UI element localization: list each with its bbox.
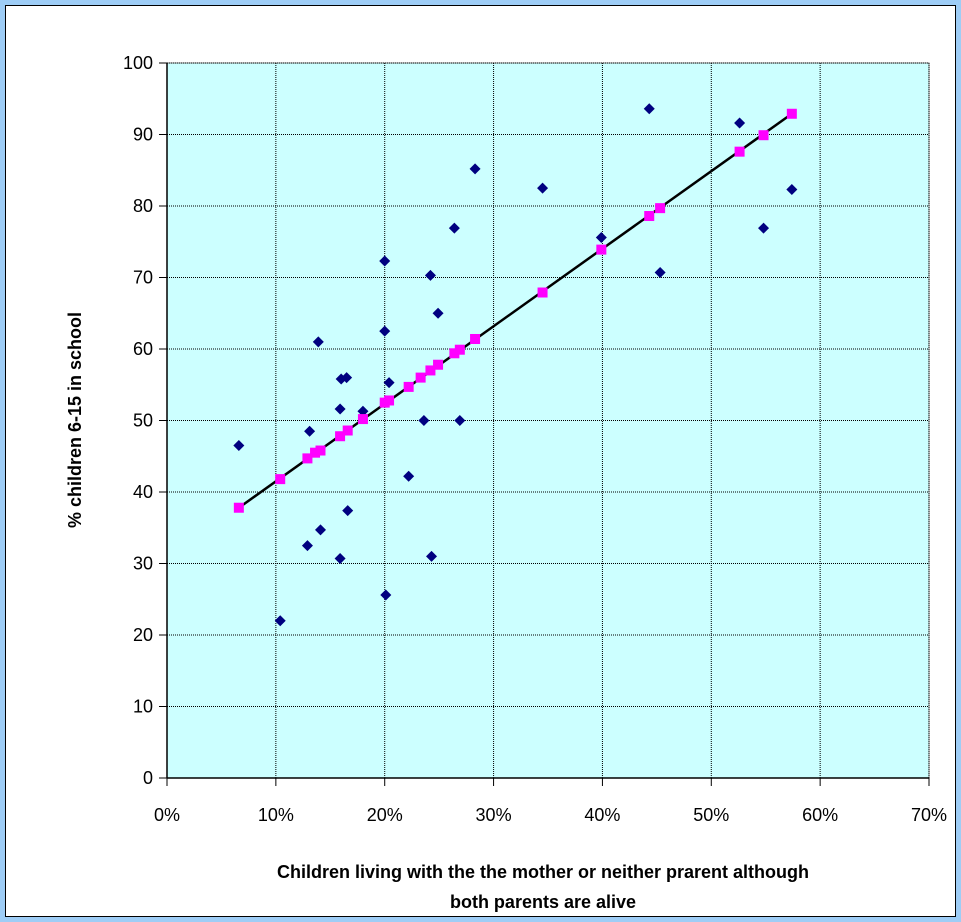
y-tick-label: 90 xyxy=(133,125,153,145)
x-axis-title-line-2: both parents are alive xyxy=(450,892,636,912)
x-tick-label: 50% xyxy=(693,805,729,825)
y-tick-label: 100 xyxy=(123,53,153,73)
x-tick-label: 70% xyxy=(911,805,947,825)
data-point-diamond xyxy=(304,425,316,437)
data-point-diamond xyxy=(380,589,392,601)
data-point-diamond xyxy=(314,524,326,536)
data-point-diamond xyxy=(654,266,666,278)
data-point-diamond xyxy=(432,307,444,319)
axes xyxy=(159,62,930,786)
x-tick-label: 10% xyxy=(258,805,294,825)
y-tick-label: 40 xyxy=(133,482,153,502)
data-point-square xyxy=(596,244,607,255)
y-tick-label: 70 xyxy=(133,268,153,288)
data-point-square xyxy=(357,414,368,425)
y-tick-label: 10 xyxy=(133,697,153,717)
data-point-diamond xyxy=(342,505,354,517)
y-tick-label: 20 xyxy=(133,625,153,645)
data-series xyxy=(233,103,798,627)
data-point-square xyxy=(433,359,444,370)
data-point-diamond xyxy=(312,336,324,348)
data-point-diamond xyxy=(379,325,391,337)
data-point-square xyxy=(655,203,666,214)
y-tick-label: 50 xyxy=(133,411,153,431)
data-point-diamond xyxy=(301,540,313,552)
data-point-diamond xyxy=(643,103,655,115)
data-point-square xyxy=(425,365,436,376)
y-axis-title: % children 6-15 in school xyxy=(65,312,85,528)
data-point-square xyxy=(449,348,460,359)
x-tick-label: 0% xyxy=(154,805,180,825)
data-point-square xyxy=(734,146,745,157)
x-tick-label: 40% xyxy=(584,805,620,825)
data-point-diamond xyxy=(334,403,346,415)
grid-lines xyxy=(167,62,930,778)
data-point-square xyxy=(384,395,395,406)
x-tick-label: 30% xyxy=(476,805,512,825)
data-point-diamond xyxy=(469,163,481,175)
x-tick-label: 60% xyxy=(802,805,838,825)
y-tick-label: 60 xyxy=(133,339,153,359)
data-point-diamond xyxy=(403,470,415,482)
data-point-square xyxy=(470,333,481,344)
data-point-diamond xyxy=(341,372,353,384)
x-tick-label: 20% xyxy=(367,805,403,825)
data-point-square xyxy=(233,502,244,513)
data-point-diamond xyxy=(786,184,798,196)
data-point-diamond xyxy=(595,231,607,243)
data-point-diamond xyxy=(426,550,438,562)
scatter-chart: 0% 10% 20% 30% 40% 50% 60% 70% 0 10 20 30 40 50 60 70 8… xyxy=(65,53,947,912)
data-point-diamond xyxy=(357,405,369,417)
data-point-diamond xyxy=(734,117,746,129)
data-point-square xyxy=(310,447,321,458)
data-point-diamond xyxy=(418,415,430,426)
data-point-square xyxy=(342,425,353,436)
data-point-square xyxy=(758,130,769,141)
data-point-square xyxy=(315,445,326,456)
data-point-diamond xyxy=(334,552,346,564)
data-point-square xyxy=(644,211,655,222)
data-point-square xyxy=(415,372,426,383)
x-axis-title-line-1: Children living with the the mother or n… xyxy=(277,862,809,882)
data-point-diamond xyxy=(537,182,549,194)
y-tick-label: 0 xyxy=(143,768,153,788)
data-point-diamond xyxy=(448,222,460,234)
data-point-diamond xyxy=(379,255,391,267)
data-point-diamond xyxy=(233,440,245,452)
data-point-square xyxy=(275,474,286,485)
data-point-diamond xyxy=(274,615,286,627)
data-point-diamond xyxy=(758,222,770,234)
x-tick-labels: 0% 10% 20% 30% 40% 50% 60% 70% xyxy=(154,805,947,825)
data-point-square xyxy=(786,108,797,119)
trend-line xyxy=(238,112,793,509)
y-tick-labels: 0 10 20 30 40 50 60 70 80 90 100 xyxy=(123,53,153,788)
data-point-square xyxy=(537,287,548,298)
y-tick-label: 30 xyxy=(133,554,153,574)
data-point-diamond xyxy=(454,415,466,426)
y-tick-label: 80 xyxy=(133,196,153,216)
chart-frame: 0% 10% 20% 30% 40% 50% 60% 70% 0 10 20 30 40 50 60 70 8… xyxy=(5,5,956,917)
data-point-square xyxy=(335,431,346,442)
data-point-square xyxy=(403,381,414,392)
data-point-square xyxy=(454,344,465,355)
data-point-square xyxy=(302,453,313,464)
data-point-diamond xyxy=(383,377,395,389)
data-point-diamond xyxy=(424,269,436,281)
